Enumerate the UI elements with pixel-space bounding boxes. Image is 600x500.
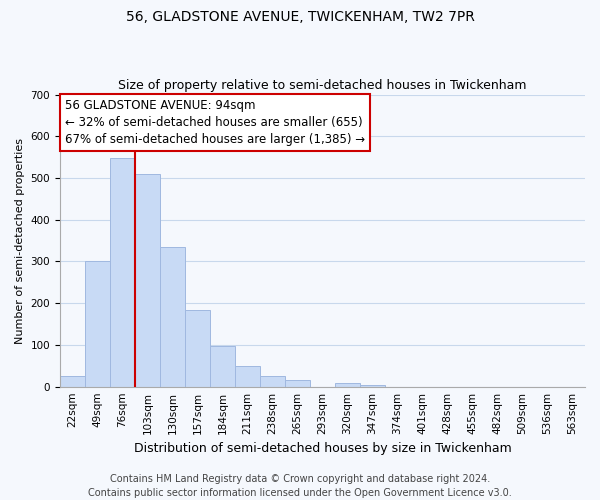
Bar [60, 376, 85, 386]
Bar [135, 174, 160, 386]
Bar [160, 247, 185, 386]
Bar [85, 262, 110, 386]
Text: 56 GLADSTONE AVENUE: 94sqm
← 32% of semi-detached houses are smaller (655)
67% o: 56 GLADSTONE AVENUE: 94sqm ← 32% of semi… [65, 99, 365, 146]
Bar [260, 376, 285, 386]
Title: Size of property relative to semi-detached houses in Twickenham: Size of property relative to semi-detach… [118, 79, 527, 92]
Bar [360, 384, 385, 386]
Y-axis label: Number of semi-detached properties: Number of semi-detached properties [15, 138, 25, 344]
Bar [185, 310, 210, 386]
Text: 56, GLADSTONE AVENUE, TWICKENHAM, TW2 7PR: 56, GLADSTONE AVENUE, TWICKENHAM, TW2 7P… [125, 10, 475, 24]
Bar [210, 346, 235, 387]
Bar [335, 384, 360, 386]
Bar [235, 366, 260, 386]
X-axis label: Distribution of semi-detached houses by size in Twickenham: Distribution of semi-detached houses by … [134, 442, 511, 455]
Bar [110, 158, 135, 386]
Text: Contains HM Land Registry data © Crown copyright and database right 2024.
Contai: Contains HM Land Registry data © Crown c… [88, 474, 512, 498]
Bar [285, 380, 310, 386]
